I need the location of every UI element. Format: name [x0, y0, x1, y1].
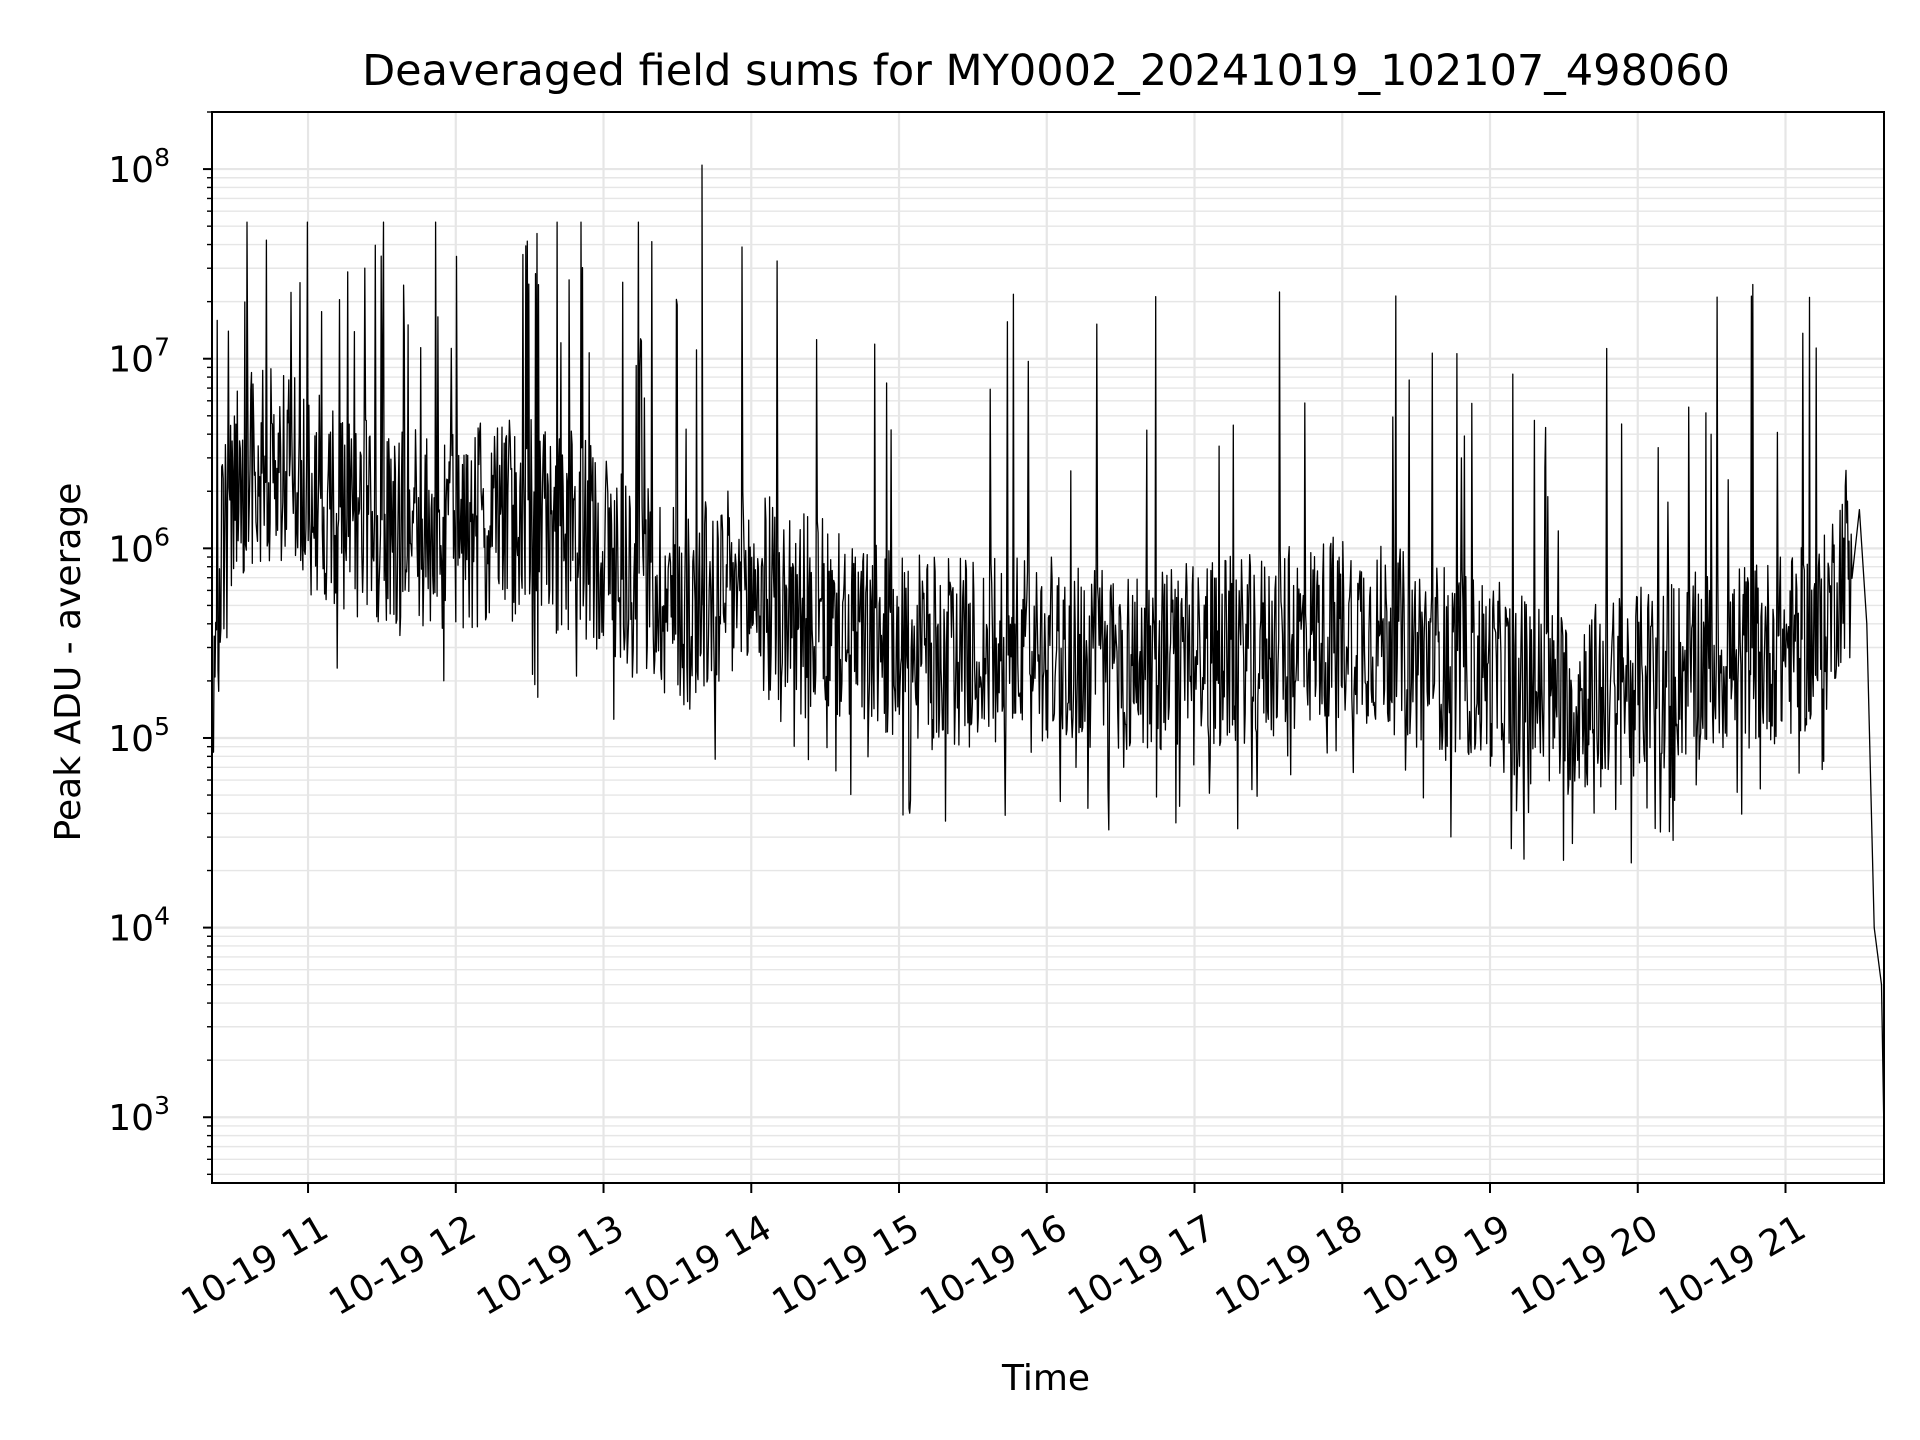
series-line	[211, 164, 1885, 1136]
y-tick-label: 106	[108, 522, 170, 570]
chart-title: Deaveraged field sums for MY0002_2024101…	[362, 46, 1730, 96]
y-tick-label: 105	[108, 712, 170, 760]
y-tick-label: 103	[108, 1091, 170, 1139]
y-tick-label: 108	[108, 143, 170, 191]
y-axis-title: Peak ADU - average	[48, 483, 89, 842]
y-tick-label: 107	[108, 333, 170, 381]
x-axis-title: Time	[1001, 1358, 1090, 1399]
y-tick-label: 104	[108, 902, 170, 950]
y-axis: 103 104 105 106 107 108	[108, 111, 212, 1176]
